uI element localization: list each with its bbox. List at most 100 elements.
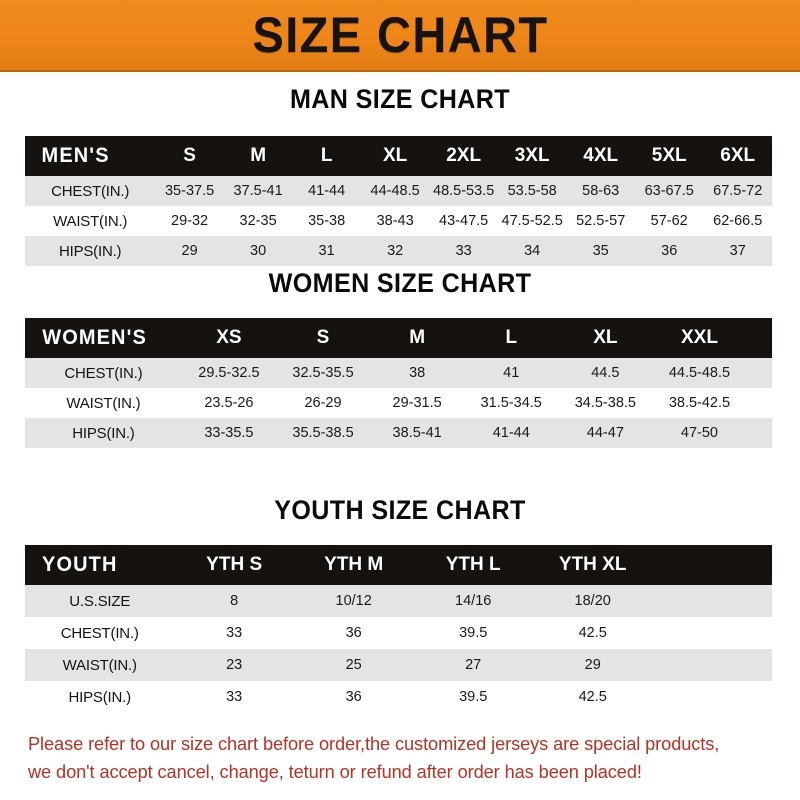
women-cell: 47-50 [680,425,718,441]
women-size-header: XXL [680,327,718,348]
order-notice-line-2: we don't accept cancel, change, teturn o… [28,761,642,782]
youth-cell: 18/20 [574,593,611,609]
women-cell: 44.5 [591,365,620,381]
youth-section-title: YOUTH SIZE CHART [274,495,526,525]
youth-header-row: YOUTH YTH S YTH M YTH L YTH XL [25,545,772,585]
men-cell: 29-32 [171,213,209,229]
women-filler-cell [747,388,755,418]
men-header-row: MEN'S S M L XL 2XL 3XL 4XL 5XL 6XL [25,136,772,176]
men-cell: 35-37.5 [164,183,215,199]
women-size-table: WOMEN'S XS S M L XL XXL CHEST(IN.) 29.5-32.5 32.… [25,318,772,448]
men-size-header: L [320,145,333,166]
women-cell: 23.5-26 [204,395,254,411]
women-filler-cell [763,418,772,448]
youth-filler-cell [748,649,772,681]
women-cell: 26-29 [304,395,342,411]
table-row: WAIST(IN.) 29-32 32-35 35-38 38-43 43-47.5 47.… [25,206,772,236]
women-size-header: L [505,327,518,348]
men-section-title: MAN SIZE CHART [289,84,511,114]
women-cell: 44.5-48.5 [668,365,731,381]
men-cell: 48.5-53.5 [433,183,495,199]
youth-filler-cell [652,585,676,617]
page-banner: SIZE CHART [0,0,800,72]
men-cell: 57-62 [650,213,688,229]
men-cell: 44-48.5 [370,183,420,199]
men-cell: 37.5-41 [233,183,283,199]
youth-filler-cell [676,545,700,585]
youth-size-header: YTH L [445,554,501,575]
women-cell: 44-47 [586,425,624,441]
women-cell: 32.5-35.5 [292,365,354,381]
men-size-header: XL [382,145,408,166]
women-filler-cell [755,418,763,448]
men-size-table: MEN'S S M L XL 2XL 3XL 4XL 5XL 6XL CHEST(IN.) 35-37… [25,136,772,266]
table-row: HIPS(IN.) 29 30 31 32 33 34 35 36 37 [25,236,772,266]
women-filler-cell [747,418,755,448]
women-size-header: XL [593,327,618,348]
men-cell: 37 [729,243,746,259]
men-cell: 35-38 [308,213,346,229]
women-cell: 33-35.5 [204,425,254,441]
table-row: CHEST(IN.) 29.5-32.5 32.5-35.5 38 41 44.5 44.5… [25,358,772,388]
women-cell: 38.5-42.5 [668,395,731,411]
youth-cell: 33 [226,625,243,641]
youth-table-body: YOUTH YTH S YTH M YTH L YTH XL U.S.SIZE 8 10/1… [25,545,772,713]
men-row-label: WAIST(IN.) [53,212,128,230]
men-cell: 36 [661,243,678,259]
women-size-header: XS [216,327,242,348]
women-filler-cell [747,358,755,388]
youth-filler-cell [652,617,676,649]
men-size-header: M [250,145,267,166]
order-notice-line-1: Please refer to our size chart before or… [28,733,720,754]
men-cell: 63-67.5 [644,183,694,199]
women-filler-cell [755,388,763,418]
women-filler-cell [763,388,772,418]
men-cell: 30 [250,243,267,259]
women-size-header: S [316,327,330,348]
men-cell: 43-47.5 [439,213,489,229]
youth-filler-cell [748,681,772,713]
youth-cell: 23 [226,657,243,673]
youth-filler-cell [652,649,676,681]
table-row: U.S.SIZE 8 10/12 14/16 18/20 [25,585,772,617]
men-cell: 33 [455,243,472,259]
youth-cell: 8 [230,593,239,609]
youth-size-header: YTH S [206,554,263,575]
youth-filler-cell [748,617,772,649]
youth-filler-cell [676,585,700,617]
youth-cell: 36 [345,689,362,705]
men-cell: 34 [524,243,541,259]
men-corner-label: MEN'S [41,144,110,167]
men-cell: 67.5-72 [713,183,763,199]
youth-row-label: U.S.SIZE [69,592,131,610]
banner-title: SIZE CHART [251,7,549,63]
men-cell: 47.5-52.5 [501,213,563,229]
women-filler-cell [763,358,772,388]
table-row: CHEST(IN.) 33 36 39.5 42.5 [25,617,772,649]
table-row: WAIST(IN.) 23.5-26 26-29 29-31.5 31.5-34.5 34… [25,388,772,418]
women-cell: 38 [409,365,426,381]
women-section-title: WOMEN SIZE CHART [268,268,532,298]
men-cell: 41-44 [308,183,346,199]
women-cell: 38.5-41 [392,425,442,441]
men-size-header: 3XL [514,145,550,166]
women-row-label: CHEST(IN.) [64,364,143,382]
table-row: WAIST(IN.) 23 25 27 29 [25,649,772,681]
table-row: CHEST(IN.) 35-37.5 37.5-41 41-44 44-48.5 48.5… [25,176,772,206]
women-row-label: HIPS(IN.) [72,424,135,442]
men-cell: 32 [387,243,404,259]
men-size-header: 4XL [583,145,619,166]
women-filler-cell [755,318,763,358]
men-cell: 52.5-57 [576,213,626,229]
youth-filler-cell [700,545,724,585]
youth-row-label: HIPS(IN.) [68,688,132,706]
women-cell: 41-44 [492,425,530,441]
youth-row-label: CHEST(IN.) [60,624,139,642]
men-cell: 29 [181,243,198,259]
men-cell: 35 [592,243,609,259]
women-table-body: WOMEN'S XS S M L XL XXL CHEST(IN.) 29.5-32.5 32.… [25,318,772,448]
youth-cell: 39.5 [459,689,488,705]
youth-filler-cell [676,649,700,681]
youth-cell: 10/12 [335,593,372,609]
